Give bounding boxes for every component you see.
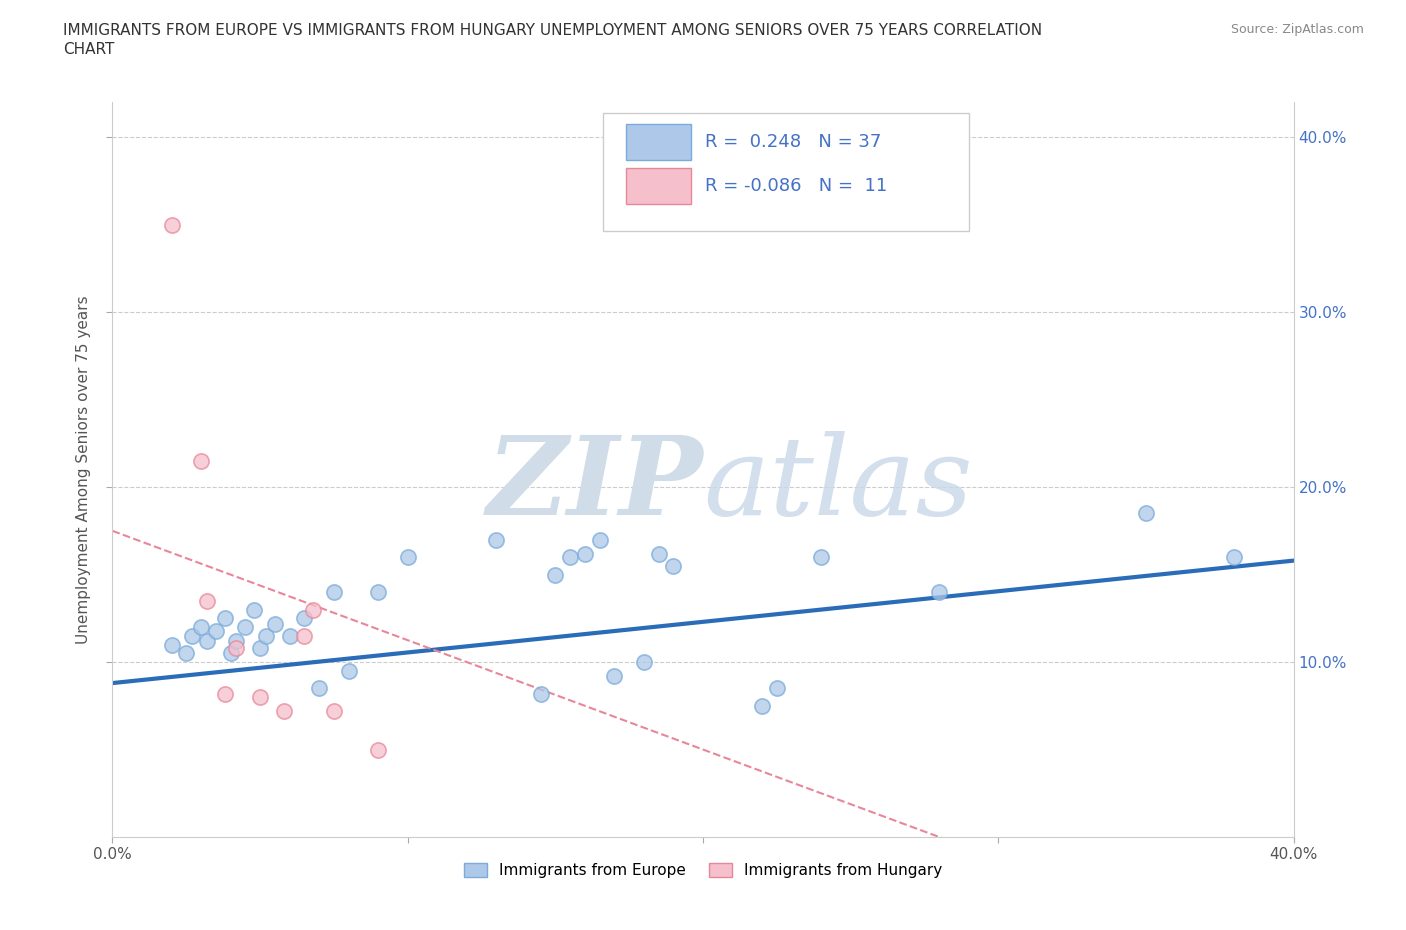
Text: ZIP: ZIP bbox=[486, 431, 703, 538]
Point bbox=[214, 686, 236, 701]
Point bbox=[160, 218, 183, 232]
Text: R =  0.248   N = 37: R = 0.248 N = 37 bbox=[706, 133, 882, 152]
Point bbox=[190, 454, 212, 469]
Point bbox=[588, 532, 610, 547]
Point bbox=[214, 611, 236, 626]
Point bbox=[810, 550, 832, 565]
Point bbox=[174, 646, 197, 661]
Point bbox=[302, 602, 325, 617]
Point bbox=[190, 619, 212, 634]
Point bbox=[485, 532, 508, 547]
Point bbox=[544, 567, 567, 582]
Point bbox=[308, 681, 330, 696]
Point bbox=[323, 585, 346, 600]
Point bbox=[219, 646, 242, 661]
Point bbox=[181, 629, 204, 644]
Point bbox=[633, 655, 655, 670]
Point bbox=[558, 550, 582, 565]
Point bbox=[195, 593, 218, 608]
Point bbox=[337, 663, 360, 678]
Y-axis label: Unemployment Among Seniors over 75 years: Unemployment Among Seniors over 75 years bbox=[76, 296, 91, 644]
Point bbox=[292, 611, 315, 626]
Point bbox=[292, 629, 315, 644]
Legend: Immigrants from Europe, Immigrants from Hungary: Immigrants from Europe, Immigrants from … bbox=[458, 857, 948, 884]
Point bbox=[662, 558, 685, 573]
FancyBboxPatch shape bbox=[626, 125, 692, 160]
Text: CHART: CHART bbox=[63, 42, 115, 57]
Point bbox=[766, 681, 789, 696]
Text: atlas: atlas bbox=[703, 431, 973, 538]
Point bbox=[396, 550, 419, 565]
Point bbox=[928, 585, 950, 600]
Point bbox=[195, 633, 218, 648]
Point bbox=[574, 546, 596, 561]
Point bbox=[278, 629, 301, 644]
Point bbox=[225, 641, 247, 656]
Point bbox=[1135, 506, 1157, 521]
Point bbox=[529, 686, 551, 701]
Point bbox=[367, 742, 389, 757]
Text: Source: ZipAtlas.com: Source: ZipAtlas.com bbox=[1230, 23, 1364, 36]
Point bbox=[264, 617, 287, 631]
FancyBboxPatch shape bbox=[626, 168, 692, 204]
Point bbox=[254, 629, 277, 644]
Point bbox=[160, 637, 183, 652]
Point bbox=[1223, 550, 1246, 565]
Point bbox=[249, 641, 271, 656]
Point bbox=[233, 619, 256, 634]
Point bbox=[751, 698, 773, 713]
FancyBboxPatch shape bbox=[603, 113, 969, 231]
Text: IMMIGRANTS FROM EUROPE VS IMMIGRANTS FROM HUNGARY UNEMPLOYMENT AMONG SENIORS OVE: IMMIGRANTS FROM EUROPE VS IMMIGRANTS FRO… bbox=[63, 23, 1042, 38]
Text: R = -0.086   N =  11: R = -0.086 N = 11 bbox=[706, 178, 887, 195]
Point bbox=[367, 585, 389, 600]
Point bbox=[243, 602, 266, 617]
Point bbox=[603, 669, 626, 684]
Point bbox=[273, 704, 295, 719]
Point bbox=[647, 546, 671, 561]
Point bbox=[249, 690, 271, 705]
Point bbox=[205, 623, 228, 638]
Point bbox=[225, 633, 247, 648]
Point bbox=[323, 704, 346, 719]
